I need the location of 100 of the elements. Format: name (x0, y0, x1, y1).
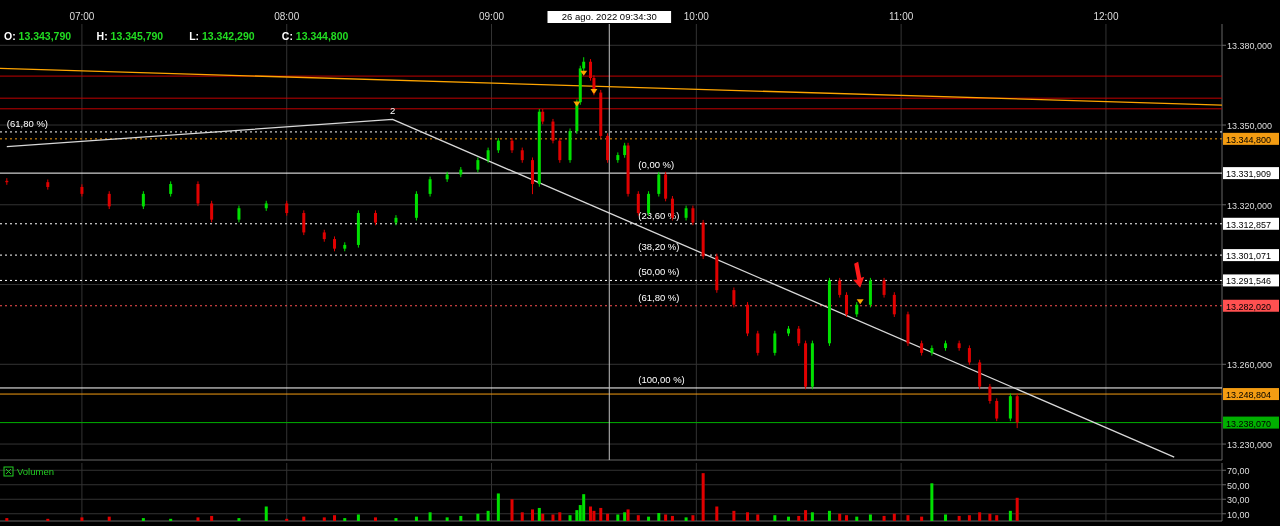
annotation: L: 13.342,290 (189, 30, 255, 42)
x-tick-label: 12:00 (1093, 11, 1119, 22)
bar (944, 514, 948, 521)
bar (978, 512, 982, 521)
candlestick (930, 344, 934, 357)
bar (496, 493, 500, 521)
bar (995, 515, 999, 521)
bar (616, 514, 620, 521)
bar (868, 514, 872, 521)
bar (210, 515, 214, 521)
bar (592, 510, 596, 521)
bar (196, 517, 200, 521)
y-tick-label: 13.380,000 (1227, 41, 1273, 52)
x-tick-label: 10:00 (683, 11, 710, 22)
bar (568, 515, 572, 521)
bar (810, 512, 814, 521)
annotation: (38,20 %) (638, 241, 680, 253)
y-tick-label: 30,00 (1227, 495, 1250, 506)
candlestick (1008, 393, 1012, 422)
bar (797, 515, 801, 521)
candlestick (530, 156, 534, 195)
bar (756, 514, 760, 521)
bar (804, 510, 808, 521)
ref-line-label: 13.301,071 (1226, 251, 1272, 262)
bar (855, 516, 859, 521)
candlestick (882, 277, 886, 299)
y-tick-label: 13.260,000 (1227, 360, 1273, 371)
bar (428, 512, 432, 521)
bar (558, 512, 562, 521)
bar (967, 515, 971, 521)
annotation: (100,00 %) (638, 373, 685, 385)
candlestick (394, 214, 398, 226)
candlestick (636, 190, 640, 217)
candlestick (551, 118, 555, 144)
bar (486, 510, 490, 521)
bar (1008, 510, 1012, 521)
annotation: (61,80 %) (6, 117, 49, 129)
candlestick (732, 286, 736, 308)
candlestick (995, 397, 999, 422)
bar (264, 506, 268, 521)
bar (606, 513, 610, 521)
ref-line-label: 13.291,546 (1226, 276, 1272, 287)
point (590, 89, 598, 95)
ref-line-label: 13.312,857 (1226, 219, 1272, 230)
bar (141, 518, 145, 521)
bar (445, 517, 449, 521)
bar (746, 512, 750, 521)
candlestick (967, 344, 971, 366)
candlestick (845, 291, 849, 318)
candlestick (80, 183, 84, 198)
candlestick (691, 205, 695, 226)
bar (394, 518, 398, 521)
candlestick (797, 325, 801, 347)
y-tick-label: 13.320,000 (1227, 200, 1273, 211)
bar (5, 518, 9, 521)
bar (551, 514, 555, 521)
annotation: (50,00 %) (638, 266, 680, 278)
ref-line-label: 13.248,804 (1226, 390, 1272, 401)
bar (541, 513, 545, 521)
bar (657, 513, 661, 521)
bar (670, 515, 674, 521)
bar (333, 515, 337, 521)
bar (882, 515, 886, 521)
bar (414, 516, 418, 521)
candlestick (773, 330, 777, 357)
candlestick (414, 190, 418, 221)
bar (237, 518, 241, 521)
bar (906, 515, 910, 521)
candlestick (988, 383, 992, 405)
bar (664, 514, 668, 521)
candlestick (428, 176, 432, 198)
candlestick (196, 180, 200, 207)
bar (322, 517, 326, 521)
annotation: (61,80 %) (638, 291, 680, 303)
annotation: H: 13.345,790 (96, 30, 164, 42)
bar (302, 516, 306, 521)
candlestick (756, 330, 760, 357)
bar (838, 513, 842, 521)
annotation: 2 (389, 105, 396, 117)
bar (476, 513, 480, 521)
bar (732, 510, 736, 521)
bar (930, 483, 934, 521)
bar (107, 516, 111, 521)
ref-line-label: 13.344,800 (1226, 134, 1272, 145)
bar (787, 516, 790, 521)
bar (715, 506, 719, 521)
bar (701, 473, 705, 521)
bar (510, 499, 514, 521)
x-tick-label: 08:00 (274, 11, 300, 22)
bar (530, 509, 534, 521)
bar (892, 513, 896, 521)
x-tick-label: 11:00 (888, 11, 914, 22)
candlestick (892, 291, 896, 318)
x-tick-label: 09:00 (479, 11, 505, 22)
bar (647, 516, 651, 521)
bar (343, 518, 347, 521)
ref-line-label: 13.331,909 (1226, 169, 1272, 180)
bar (827, 510, 831, 521)
point (856, 299, 864, 305)
bar (1015, 497, 1019, 521)
